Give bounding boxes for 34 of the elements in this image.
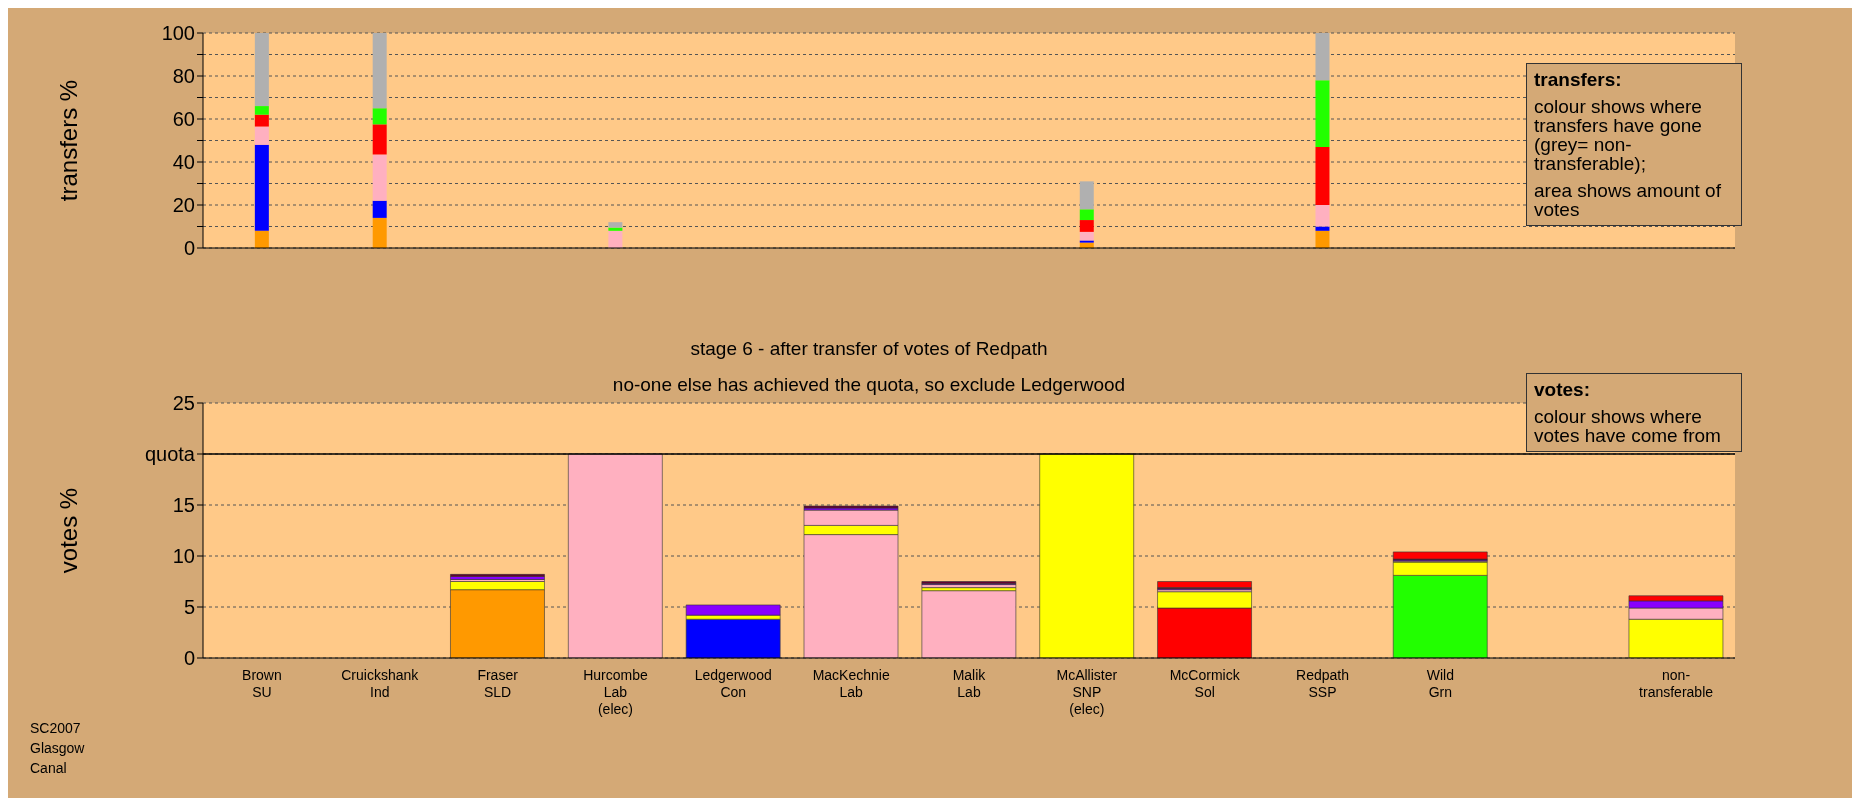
- y-tick-label: 20: [172, 194, 195, 217]
- y-tick-label: 15: [172, 494, 195, 517]
- y-tick-label: 0: [183, 647, 195, 670]
- x-tick-label: MacKechnie Lab: [812, 667, 890, 700]
- y-tick-label: 25: [172, 392, 195, 415]
- x-tick-label: McAllister SNP (elec): [1056, 667, 1118, 717]
- x-tick-label: non- transferable: [1639, 667, 1714, 700]
- x-tick-label: Cruickshank Ind: [341, 667, 420, 700]
- y-tick-label: 10: [172, 545, 195, 568]
- annotation: colour shows where transfers have gone (grey= non-transferable);: [1534, 96, 1703, 174]
- y-tick-label: 100: [161, 22, 195, 45]
- chart-title: stage 6 - after transfer of votes of Redpath: [689, 338, 1049, 360]
- annotation: transfers:: [1534, 69, 1623, 90]
- y-tick-label: quota: [144, 443, 196, 466]
- annotation: colour shows where votes have come from: [1534, 406, 1722, 446]
- y-tick-label: 40: [172, 151, 195, 174]
- text: SC2007 Glasgow Canal: [30, 719, 85, 778]
- x-tick-label: Brown SU: [242, 667, 282, 700]
- y-axis-title: transfers %: [54, 79, 82, 202]
- y-tick-label: 60: [172, 108, 195, 131]
- chart-subtitle: no-one else has achieved the quota, so exclude Ledgerwood: [611, 374, 1127, 396]
- x-tick-label: Malik Lab: [952, 667, 987, 700]
- x-tick-label: Hurcombe Lab (elec): [583, 667, 648, 717]
- annotation: area shows amount of votes: [1534, 180, 1722, 220]
- x-tick-label: McCormick Sol: [1169, 667, 1241, 700]
- x-tick-label: Redpath SSP: [1296, 667, 1350, 700]
- x-tick-label: Wild Grn: [1426, 667, 1454, 700]
- y-tick-label: 80: [172, 65, 195, 88]
- y-tick-label: 5: [183, 596, 195, 619]
- x-tick-label: Fraser SLD: [477, 667, 519, 700]
- y-tick-label: 0: [183, 237, 195, 260]
- x-tick-label: Ledgerwood Con: [694, 667, 772, 700]
- text: votes:: [1534, 379, 1591, 400]
- y-axis-title: votes %: [54, 487, 82, 574]
